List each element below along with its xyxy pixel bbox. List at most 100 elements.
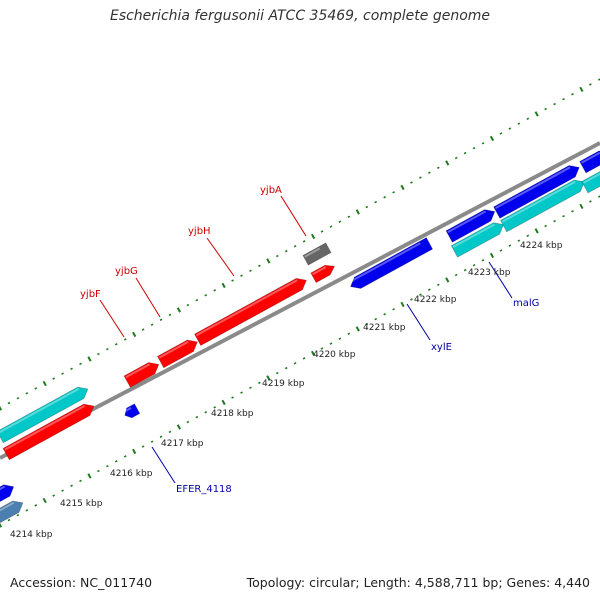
gene-yjbH[interactable]: [193, 275, 310, 347]
gene-red-small-shape[interactable]: [310, 261, 337, 284]
outer-ruler-tick: [302, 240, 306, 243]
gene-label-EFER_4118[interactable]: EFER_4118: [176, 484, 232, 495]
gene-red-small[interactable]: [310, 261, 337, 284]
gene-EFER_4118[interactable]: [122, 403, 141, 420]
inner-ruler-tick: [105, 464, 109, 468]
outer-ruler-tick: [16, 396, 20, 400]
outer-ruler-tick: [7, 401, 11, 405]
gene-cyan-mid-shape[interactable]: [450, 219, 506, 258]
outer-ruler-tick: [481, 142, 485, 145]
gene-blue-mid[interactable]: [445, 206, 498, 243]
outer-ruler-tick: [221, 282, 226, 289]
gene-yjbG-shape[interactable]: [156, 336, 200, 369]
gene-label-xylE[interactable]: xylE: [431, 342, 452, 353]
inner-ruler-tick: [472, 263, 476, 267]
ruler-label-4214: 4214 kbp: [10, 530, 53, 540]
gene-block-blue-edge[interactable]: [0, 481, 17, 504]
inner-ruler-tick: [7, 518, 11, 522]
gene-blue-right[interactable]: [493, 162, 583, 219]
outer-ruler-tick: [310, 233, 316, 240]
inner-ruler-tick: [454, 273, 458, 277]
outer-ruler-tick: [517, 122, 521, 125]
gene-label-yjbG[interactable]: yjbG: [115, 266, 138, 277]
gene-label-yjbF[interactable]: yjbF: [80, 289, 101, 300]
outer-ruler-tick: [204, 294, 208, 297]
outer-ruler-tick: [365, 205, 369, 209]
ruler-label-4219: 4219 kbp: [262, 379, 305, 389]
ruler-label-4217: 4217 kbp: [161, 439, 204, 449]
inner-ruler-tick: [141, 445, 145, 448]
ruler-label-4216: 4216 kbp: [110, 469, 153, 479]
gene-block-steel-edge[interactable]: [0, 497, 26, 526]
gene-xylE-shape[interactable]: [347, 237, 434, 293]
outer-ruler-tick: [141, 328, 145, 331]
gene-blue-right-highlight: [495, 166, 571, 210]
gene-block-cyan-left[interactable]: [0, 383, 91, 444]
outer-ruler-tick: [499, 132, 503, 135]
gene-xylE[interactable]: [347, 237, 434, 293]
gene-label-malG[interactable]: malG: [513, 298, 539, 309]
ruler-label-4224: 4224 kbp: [520, 241, 563, 251]
inner-ruler-tick: [365, 322, 369, 326]
gene-yjbA[interactable]: [302, 242, 332, 266]
outer-ruler-tick: [105, 347, 109, 351]
gene-block-red-left-shape[interactable]: [2, 400, 97, 461]
gene-blue-right-shape[interactable]: [493, 162, 583, 219]
map-title: Escherichia fergusonii ATCC 35469, compl…: [109, 8, 491, 24]
gene-yjbF-shape[interactable]: [123, 359, 162, 388]
inner-ruler-tick: [419, 293, 422, 296]
gene-blue-mid-shape[interactable]: [445, 206, 498, 243]
inner-ruler-tick: [42, 497, 47, 504]
gene-label-yjbH[interactable]: yjbH: [188, 226, 211, 237]
inner-ruler-tick: [0, 522, 3, 528]
gene-red-small-highlight: [312, 266, 327, 276]
outer-ruler-tick: [508, 127, 512, 130]
gene-block-cyan-left-shape[interactable]: [0, 383, 91, 444]
gene-cyan-right-shape[interactable]: [499, 176, 588, 233]
inner-ruler-tick: [392, 308, 395, 311]
outer-ruler-tick: [186, 303, 190, 307]
gene-yjbH-shape[interactable]: [193, 275, 310, 347]
outer-ruler-tick: [70, 367, 73, 371]
gene-blue-edge-right[interactable]: [579, 147, 600, 174]
gene-block-steel-edge-shape[interactable]: [0, 497, 26, 526]
outer-ruler-tick: [132, 331, 137, 338]
gene-block-blue-edge-shape[interactable]: [0, 481, 17, 504]
inner-ruler-tick: [52, 494, 56, 497]
inner-ruler-tick: [168, 430, 172, 434]
inner-ruler-tick: [489, 252, 495, 259]
inner-ruler-tick: [34, 504, 38, 507]
inner-ruler-tick: [410, 298, 413, 301]
outer-ruler-tick: [472, 146, 476, 150]
gene-cyan-edge-right[interactable]: [581, 167, 600, 194]
inner-ruler-tick: [249, 386, 252, 389]
outer-ruler-tick: [266, 258, 271, 264]
accession-text: Accession: NC_011740: [10, 575, 153, 590]
inner-ruler-tick: [544, 224, 547, 228]
gene-cyan-right[interactable]: [499, 176, 588, 233]
gene-EFER_4118-shape[interactable]: [122, 403, 141, 420]
leader-xylE: [406, 303, 431, 341]
outer-ruler-tick: [168, 313, 172, 317]
outer-ruler-tick: [240, 274, 243, 277]
gene-yjbG[interactable]: [156, 336, 200, 369]
gene-yjbF[interactable]: [123, 359, 162, 388]
inner-ruler-tick: [176, 424, 181, 430]
inner-ruler-tick: [221, 399, 226, 406]
leader-yjbG: [135, 277, 161, 318]
inner-ruler-tick: [195, 415, 199, 419]
ruler-label-4222: 4222 kbp: [414, 295, 457, 305]
gene-cyan-edge-right-shape[interactable]: [581, 167, 600, 194]
gene-cyan-mid[interactable]: [450, 219, 506, 258]
outer-ruler-tick: [428, 171, 431, 174]
gene-cyan-edge-right-highlight: [583, 171, 600, 184]
gene-yjbA-shape[interactable]: [302, 242, 332, 266]
outer-ruler-tick: [489, 135, 495, 142]
gene-yjbG-highlight: [158, 340, 189, 359]
gene-yjbF-highlight: [125, 363, 151, 379]
gene-blue-edge-right-shape[interactable]: [579, 147, 600, 174]
gene-label-yjbA[interactable]: yjbA: [260, 185, 282, 196]
outer-ruler-tick: [79, 362, 82, 366]
gene-block-red-left[interactable]: [2, 400, 97, 461]
